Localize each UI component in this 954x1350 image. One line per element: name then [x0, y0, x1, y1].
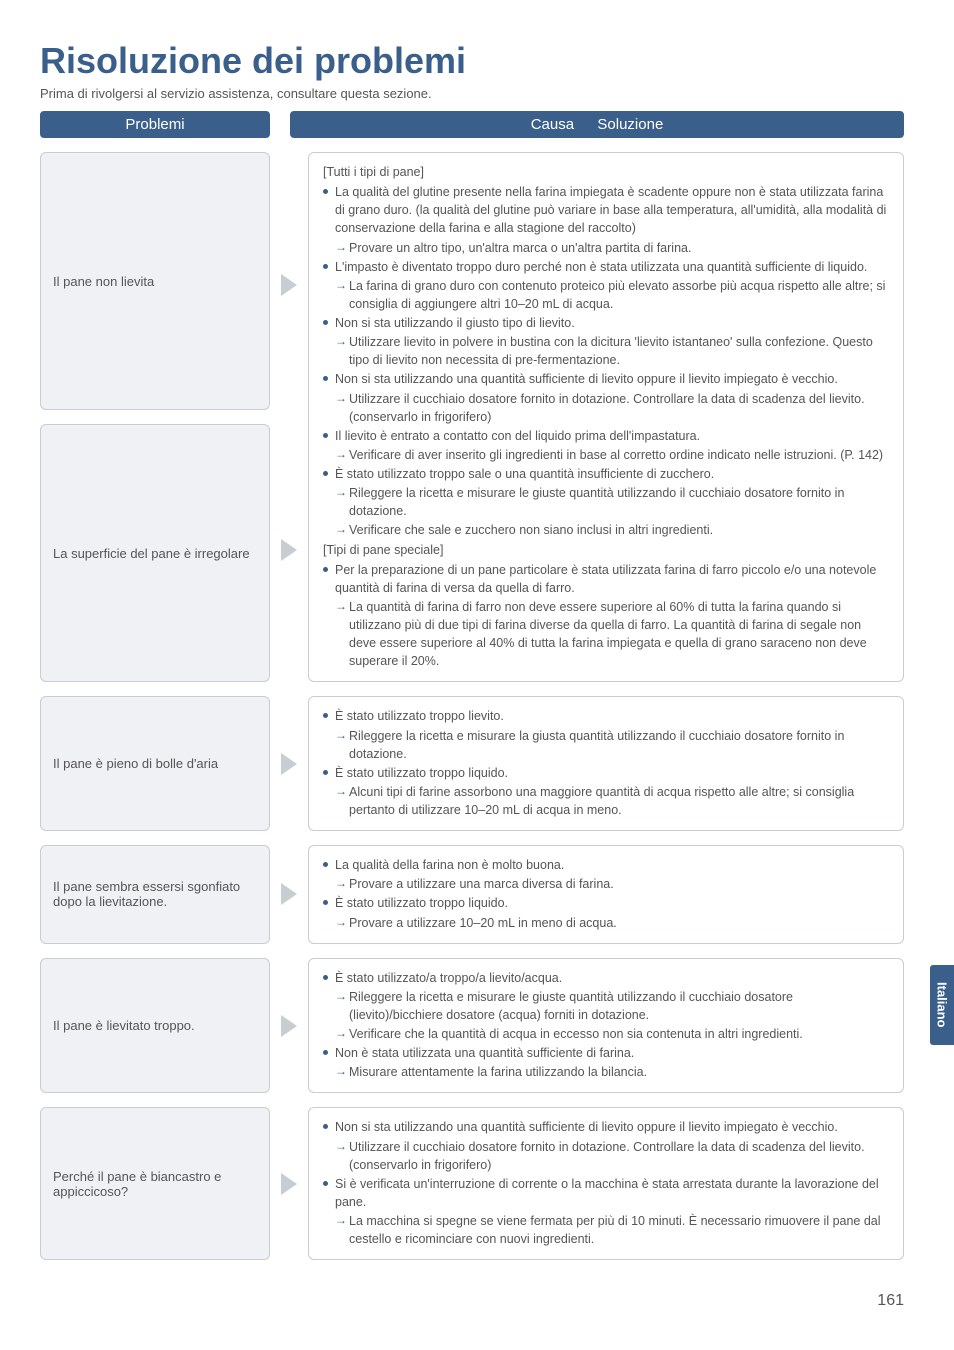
- section-label: [Tipi di pane speciale]: [323, 541, 889, 559]
- arrow-icon: [281, 883, 297, 905]
- cause-item: Per la preparazione di un pane particola…: [323, 561, 889, 597]
- problem-box: Il pane è pieno di bolle d'aria: [40, 696, 270, 831]
- solution-item: Verificare di aver inserito gli ingredie…: [323, 446, 889, 464]
- arrow-column: [278, 845, 300, 944]
- arrow-column: [278, 696, 300, 831]
- solution-item: Utilizzare lievito in polvere in bustina…: [323, 333, 889, 369]
- cause-item: La qualità della farina non è molto buon…: [323, 856, 889, 874]
- cause-item: È stato utilizzato troppo liquido.: [323, 894, 889, 912]
- language-tab: Italiano: [930, 965, 954, 1045]
- troubleshoot-row: Il pane è lievitato troppo. È stato utili…: [40, 958, 904, 1094]
- solution-box: È stato utilizzato troppo lievito. Rilegg…: [308, 696, 904, 831]
- troubleshoot-row: Perché il pane è biancastro e appiccicos…: [40, 1107, 904, 1260]
- cause-item: Si è verificata un'interruzione di corre…: [323, 1175, 889, 1211]
- solution-item: Provare a utilizzare una marca diversa d…: [323, 875, 889, 893]
- arrow-icon: [281, 753, 297, 775]
- solution-item: La farina di grano duro con contenuto pr…: [323, 277, 889, 313]
- solution-item: La quantità di farina di farro non deve …: [323, 598, 889, 671]
- solution-item: Verificare che la quantità di acqua in e…: [323, 1025, 889, 1043]
- cause-item: È stato utilizzato/a troppo/a lievito/ac…: [323, 969, 889, 987]
- arrow-icon: [281, 539, 297, 561]
- solution-item: Rileggere la ricetta e misurare la giust…: [323, 727, 889, 763]
- page-number: 161: [877, 1292, 904, 1310]
- cause-item: Non si sta utilizzando una quantità suff…: [323, 370, 889, 388]
- arrow-icon: [281, 1015, 297, 1037]
- cause-item: È stato utilizzato troppo liquido.: [323, 764, 889, 782]
- solution-item: Utilizzare il cucchiaio dosatore fornito…: [323, 390, 889, 426]
- solution-item: Verificare che sale e zucchero non siano…: [323, 521, 889, 539]
- rows-container: Il pane non lievitaLa superficie del pan…: [40, 152, 904, 1260]
- arrow-column: [278, 1107, 300, 1260]
- solution-item: Misurare attentamente la farina utilizza…: [323, 1063, 889, 1081]
- solution-item: Alcuni tipi di farine assorbono una magg…: [323, 783, 889, 819]
- solution-item: Provare a utilizzare 10–20 mL in meno di…: [323, 914, 889, 932]
- solution-item: Rileggere la ricetta e misurare le giust…: [323, 988, 889, 1024]
- cause-item: È stato utilizzato troppo sale o una qua…: [323, 465, 889, 483]
- problem-box: La superficie del pane è irregolare: [40, 424, 270, 682]
- problem-box: Il pane non lievita: [40, 152, 270, 410]
- header-problems: Problemi: [40, 111, 270, 138]
- arrow-column: [278, 958, 300, 1094]
- arrow-icon: [281, 274, 297, 296]
- solution-box: [Tutti i tipi di pane] La qualità del glu…: [308, 152, 904, 682]
- header-solution: Causa → Soluzione: [290, 111, 904, 138]
- page-subtitle: Prima di rivolgersi al servizio assisten…: [40, 86, 904, 101]
- page-title: Risoluzione dei problemi: [40, 40, 904, 82]
- troubleshoot-row: Il pane sembra essersi sgonfiato dopo la…: [40, 845, 904, 944]
- solution-box: È stato utilizzato/a troppo/a lievito/ac…: [308, 958, 904, 1094]
- solution-box: La qualità della farina non è molto buon…: [308, 845, 904, 944]
- column-headers: Problemi Causa → Soluzione: [40, 111, 904, 138]
- cause-item: Non è stata utilizzata una quantità suff…: [323, 1044, 889, 1062]
- solution-item: Rileggere la ricetta e misurare le giust…: [323, 484, 889, 520]
- cause-item: È stato utilizzato troppo lievito.: [323, 707, 889, 725]
- solution-box: Non si sta utilizzando una quantità suff…: [308, 1107, 904, 1260]
- solution-item: Provare un altro tipo, un'altra marca o …: [323, 239, 889, 257]
- arrow-column: [278, 152, 300, 682]
- cause-item: Non si sta utilizzando il giusto tipo di…: [323, 314, 889, 332]
- arrow-icon: [281, 1173, 297, 1195]
- troubleshoot-row: Il pane è pieno di bolle d'aria È stato u…: [40, 696, 904, 831]
- cause-item: Il lievito è entrato a contatto con del …: [323, 427, 889, 445]
- solution-item: La macchina si spegne se viene fermata p…: [323, 1212, 889, 1248]
- troubleshoot-row: Il pane non lievitaLa superficie del pan…: [40, 152, 904, 682]
- problem-box: Il pane è lievitato troppo.: [40, 958, 270, 1094]
- problem-box: Il pane sembra essersi sgonfiato dopo la…: [40, 845, 270, 944]
- cause-item: L'impasto è diventato troppo duro perché…: [323, 258, 889, 276]
- cause-item: Non si sta utilizzando una quantità suff…: [323, 1118, 889, 1136]
- problem-column: Il pane non lievitaLa superficie del pan…: [40, 152, 270, 682]
- section-label: [Tutti i tipi di pane]: [323, 163, 889, 181]
- header-solution-text: Causa → Soluzione: [531, 116, 664, 133]
- cause-item: La qualità del glutine presente nella fa…: [323, 183, 889, 237]
- solution-item: Utilizzare il cucchiaio dosatore fornito…: [323, 1138, 889, 1174]
- problem-box: Perché il pane è biancastro e appiccicos…: [40, 1107, 270, 1260]
